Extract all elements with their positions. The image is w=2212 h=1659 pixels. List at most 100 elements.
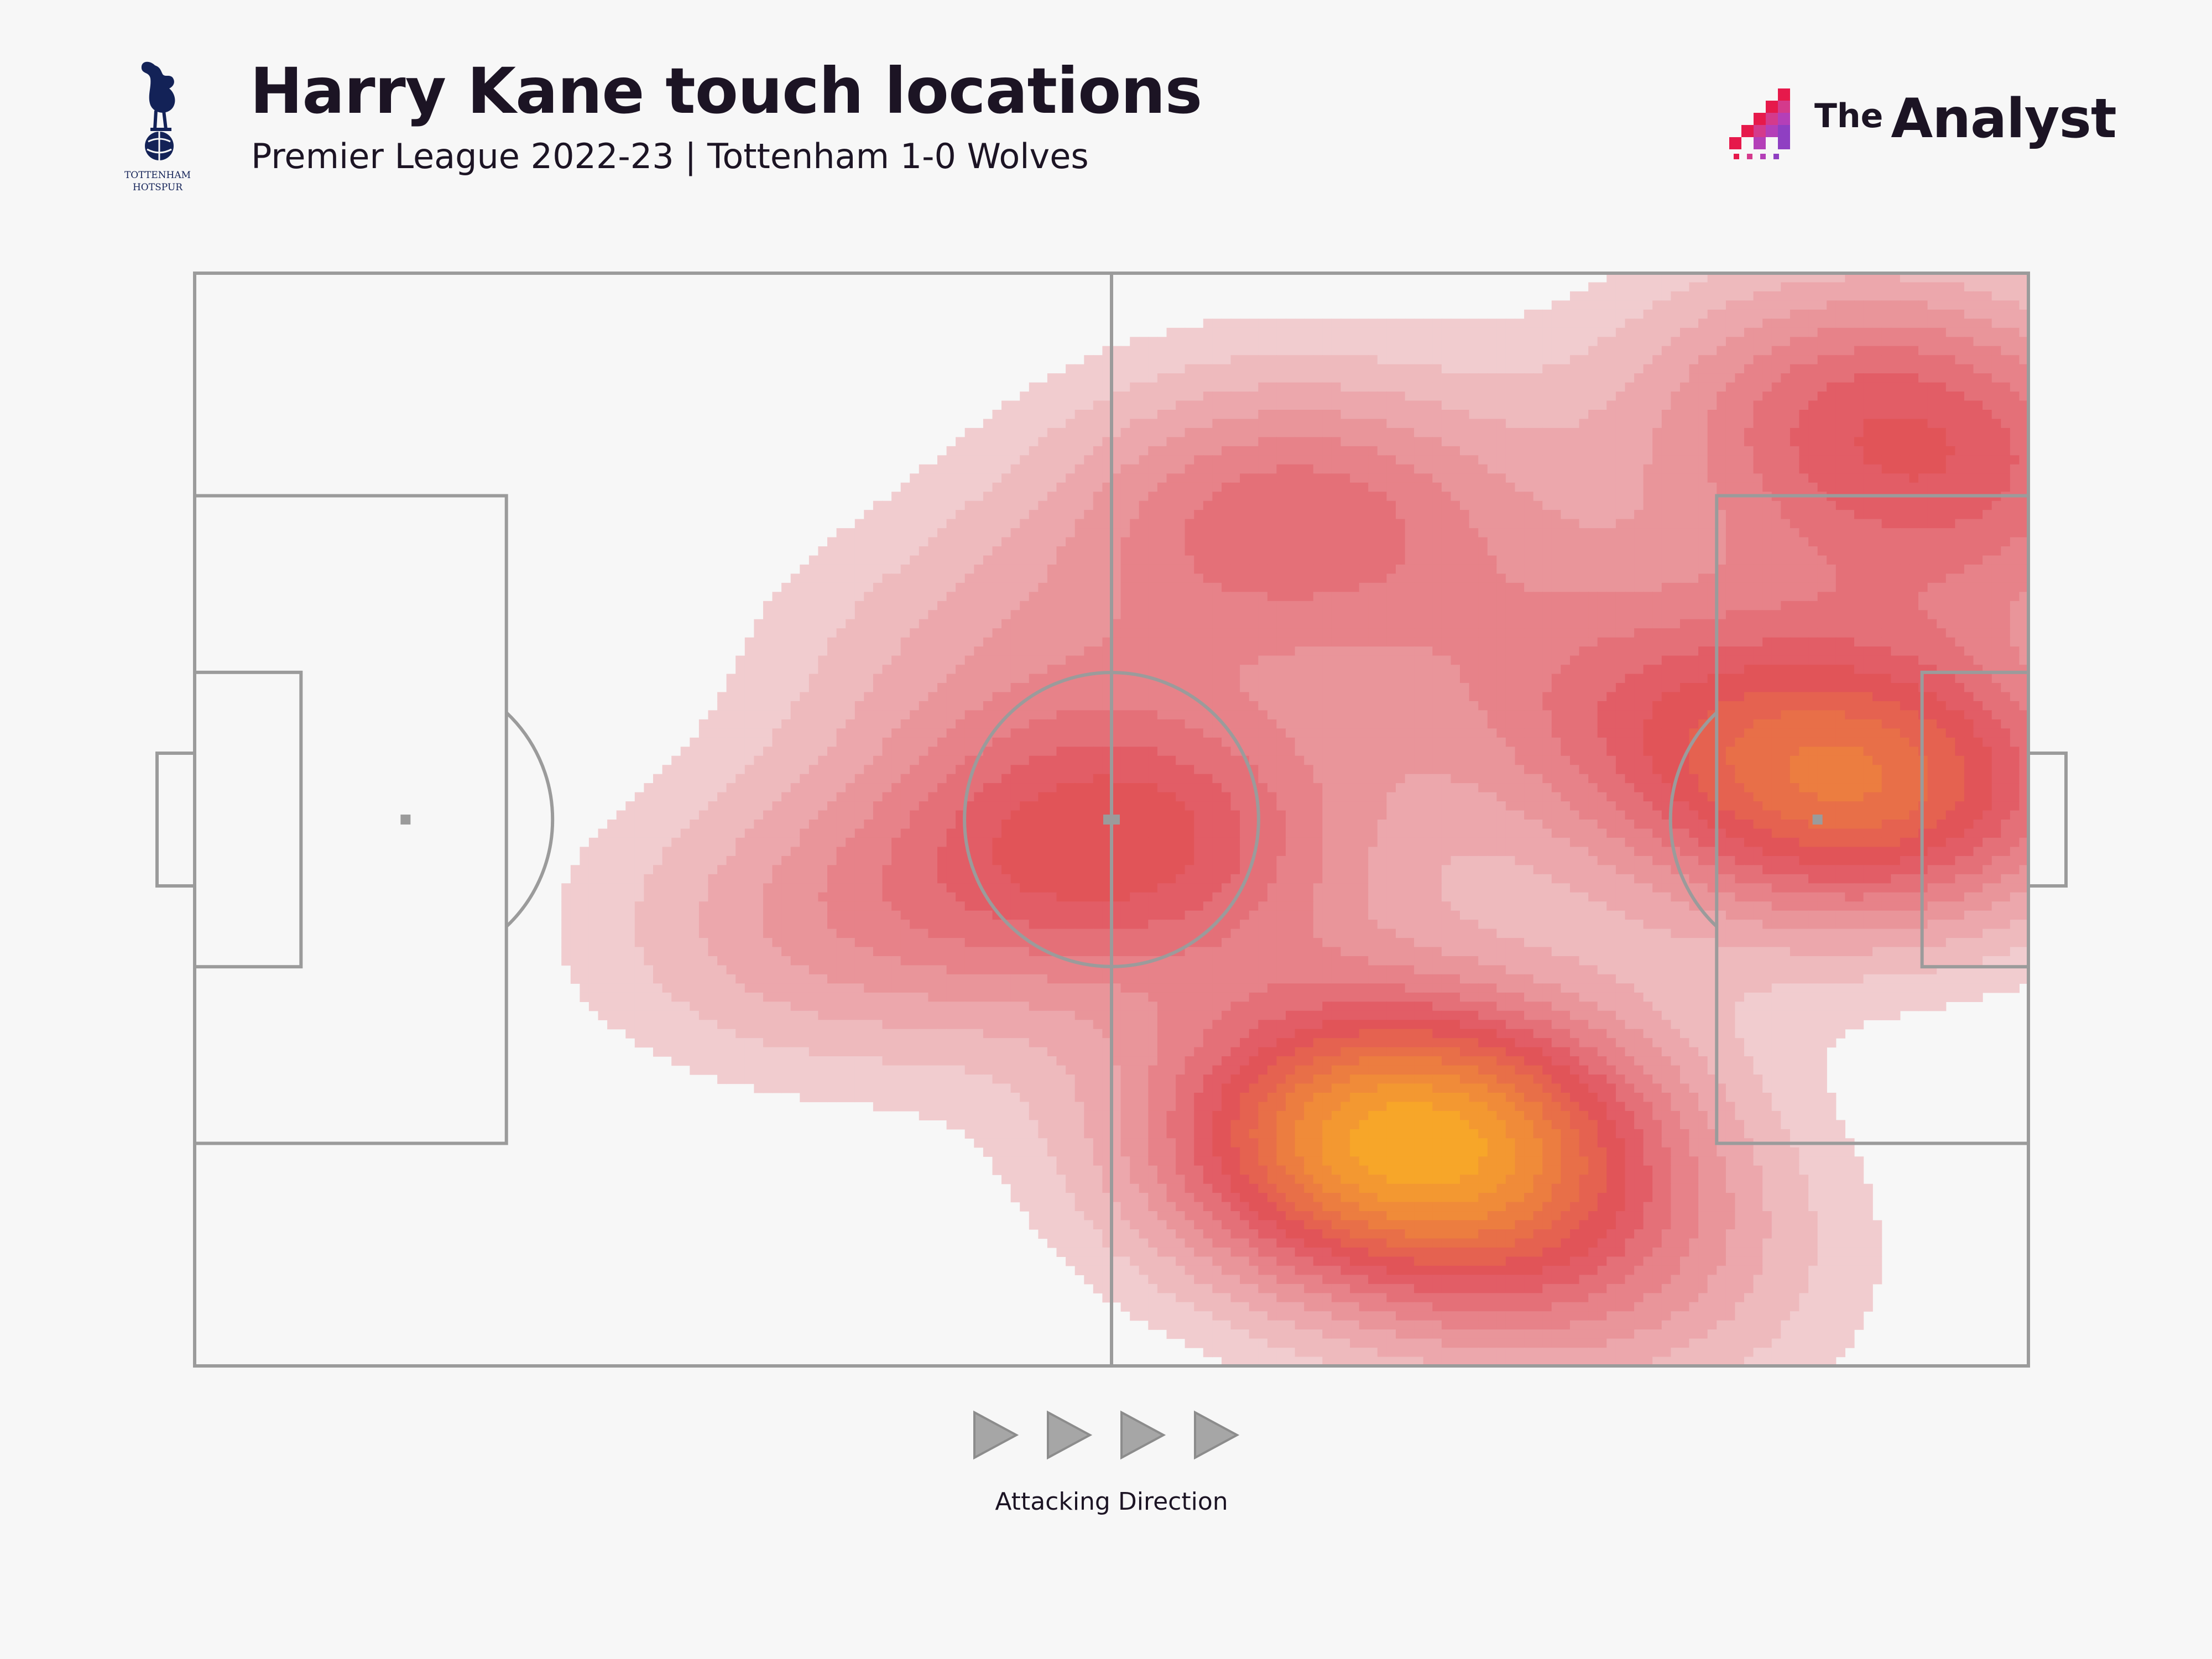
heat-cell [1808,555,1818,565]
heat-cell [1881,555,1891,565]
heat-cell [1240,655,1250,665]
heat-cell [1698,473,1708,483]
heat-cell [1304,582,1314,592]
heat-cell [1945,455,1955,465]
heat-cell [1084,464,1094,474]
heat-cell [1964,427,1974,437]
heat-cell [1368,592,1378,602]
heat-cell [1524,319,1534,328]
heat-cell [1451,410,1460,420]
heat-cell [1835,419,1845,429]
heat-cell [1276,510,1286,520]
heat-cell [2019,364,2028,374]
heat-cell [1194,373,1204,383]
heat-cell [1524,392,1534,401]
heat-cell [1863,473,1873,483]
heat-cell [1900,528,1910,538]
heat-cell [1717,655,1726,665]
heat-cell [1496,410,1506,420]
heat-cell [1625,346,1635,356]
heat-cell [1891,601,1901,611]
heat-cell [1771,392,1781,401]
heat-cell [1698,619,1708,629]
heat-cell [1937,455,1947,465]
heat-cell [1881,355,1891,365]
heat-cell [1845,646,1855,656]
heat-cell [1625,327,1635,337]
heat-cell [1258,628,1268,638]
heat-cell [1643,309,1653,319]
heat-cell [836,619,846,629]
heat-cell [1753,300,1763,310]
heat-cell [983,646,993,656]
heat-cell [1835,392,1845,401]
heat-cell [1047,400,1057,410]
heat-cell [1671,364,1681,374]
heat-cell [1542,337,1552,347]
heat-cell [1827,309,1837,319]
heat-cell [1753,392,1763,401]
heat-cell [1817,382,1827,392]
heat-cell [1176,427,1186,437]
heat-cell [1112,437,1121,447]
heat-cell [754,665,764,675]
heat-cell [1505,601,1516,611]
heat-cell [1551,327,1561,337]
heat-cell [1937,427,1947,437]
heat-cell [1010,500,1020,510]
heat-cell [1185,337,1194,347]
heat-cell [800,610,810,620]
heat-cell [827,601,837,611]
heat-cell [1176,382,1186,392]
heat-cell [1735,446,1745,456]
heat-cell [1652,555,1662,565]
heat-cell [1047,655,1057,665]
heat-cell [956,592,966,602]
heat-cell [1230,601,1240,611]
heat-cell [1093,473,1103,483]
heat-cell [1222,619,1232,629]
heat-cell [1331,564,1342,574]
heat-cell [1029,546,1039,556]
heatmap-layer [561,273,2028,1366]
heat-cell [800,564,810,574]
heat-cell [1176,592,1186,602]
heat-cell [1130,564,1140,574]
heat-cell [1606,510,1616,520]
heat-cell [1725,637,1736,647]
club-name-top: TOTTENHAM [124,170,191,181]
heat-cell [1817,528,1827,538]
heat-cell [1331,519,1342,529]
heat-cell [937,619,947,629]
heat-cell [1689,300,1699,310]
heat-cell [1762,655,1772,665]
heat-cell [1313,655,1323,665]
heat-cell [1377,665,1387,675]
heat-cell [1799,546,1809,556]
heat-cell [937,655,947,665]
heat-cell [1359,346,1369,356]
heat-cell [1084,537,1094,547]
heat-cell [1643,482,1653,492]
heat-cell [1340,327,1350,337]
heat-cell [1304,637,1314,647]
heat-cell [1515,564,1525,574]
heat-cell [1588,327,1598,337]
heat-cell [1533,655,1543,665]
heat-cell [1561,492,1571,502]
heat-cell [1900,519,1910,529]
heat-cell [1487,446,1497,456]
heat-cell [1698,427,1708,437]
heat-cell [1909,528,1919,538]
heat-cell [1753,410,1763,420]
heat-cell [1212,592,1222,602]
heat-cell [1120,473,1130,483]
heat-cell [1762,364,1772,374]
heat-cell [1973,619,1983,629]
heat-cell [1322,582,1332,592]
heat-cell [1084,364,1094,374]
heat-cell [1561,455,1571,465]
heat-cell [1396,492,1406,502]
heat-cell [1487,519,1497,529]
heat-cell [1680,455,1690,465]
